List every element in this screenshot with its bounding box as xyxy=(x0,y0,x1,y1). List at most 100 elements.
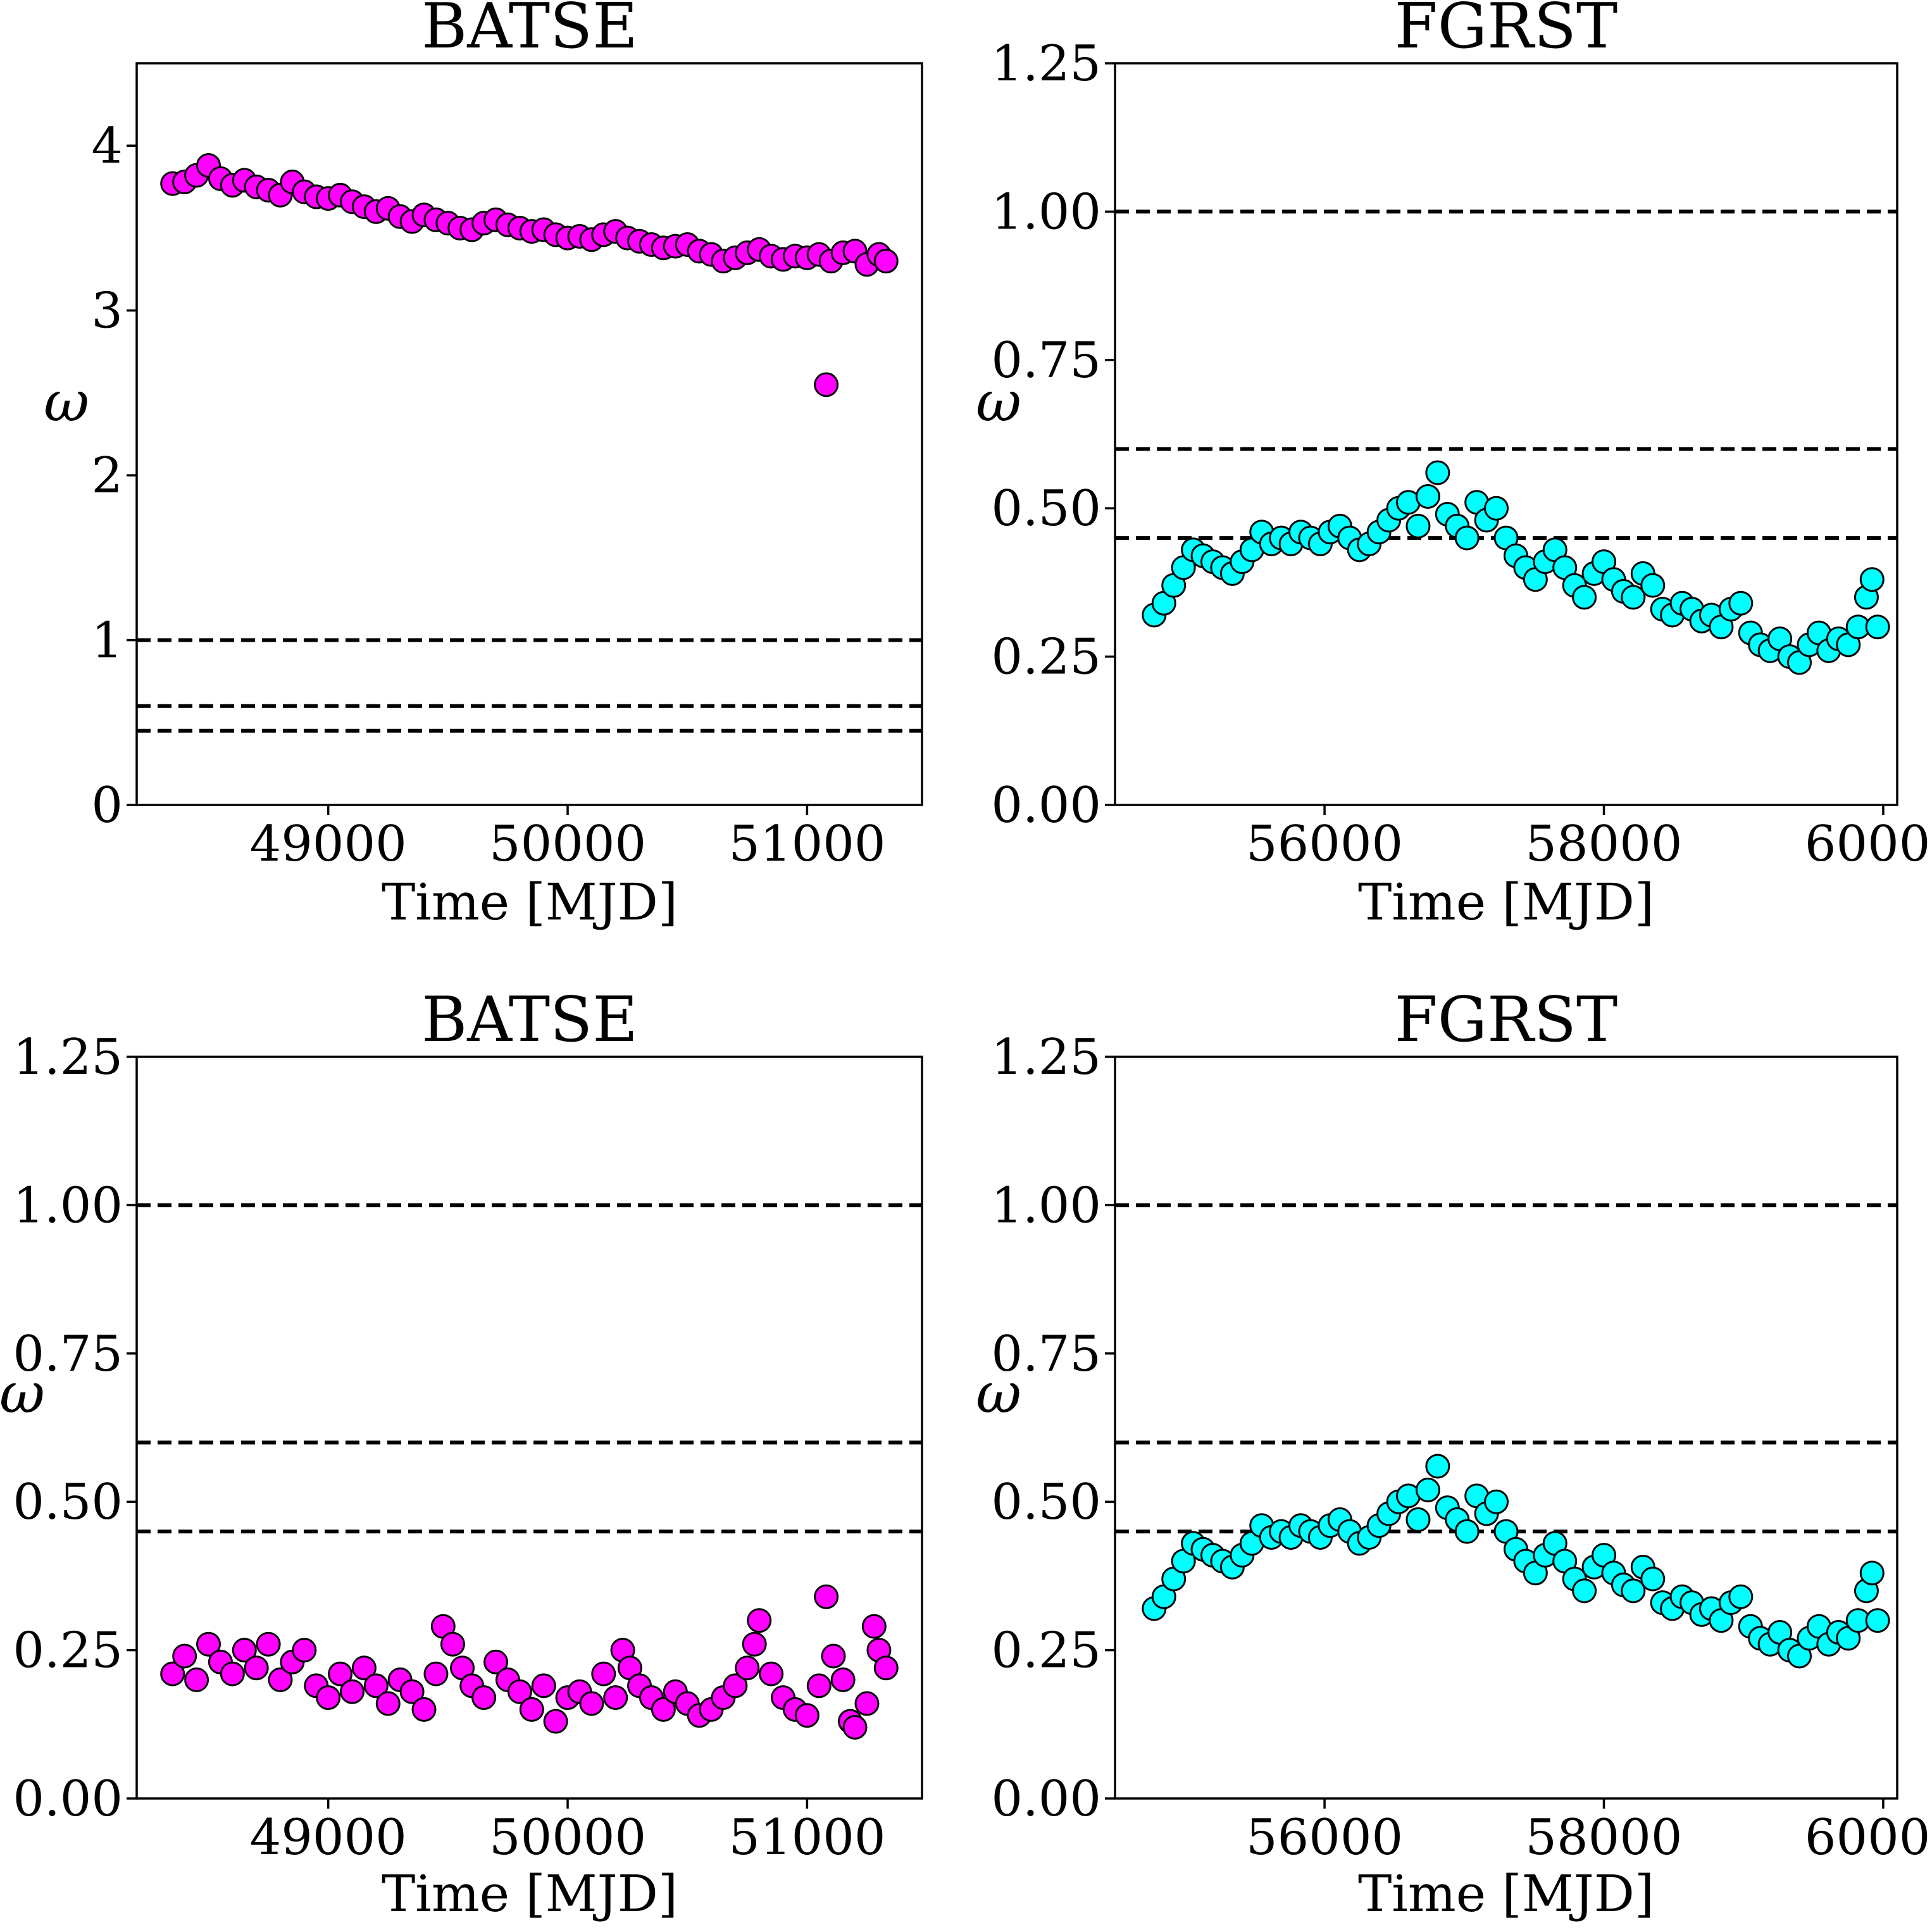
panel-title: FGRST xyxy=(1395,984,1618,1056)
x-axis-label: Time [MJD] xyxy=(382,1864,678,1923)
data-point xyxy=(1425,1454,1450,1479)
y-tick-label: 0.50 xyxy=(991,480,1101,537)
panel-title: BATSE xyxy=(421,0,637,63)
x-tick-label: 51000 xyxy=(728,816,885,873)
x-tick-label: 56000 xyxy=(1246,1809,1403,1866)
y-tick-label: 1.00 xyxy=(991,1177,1101,1234)
data-point xyxy=(1415,483,1440,509)
data-point xyxy=(1454,1519,1480,1544)
x-axis-label: Time [MJD] xyxy=(1358,1864,1654,1923)
y-tick-label: 0.00 xyxy=(991,1771,1101,1828)
data-point xyxy=(440,1631,465,1657)
y-tick-label: 0.50 xyxy=(991,1474,1101,1531)
y-tick-label: 0.75 xyxy=(991,332,1101,389)
plot-frame xyxy=(135,62,923,806)
data-point xyxy=(292,1638,317,1663)
data-point xyxy=(531,1673,556,1698)
data-point xyxy=(1572,585,1597,610)
data-point xyxy=(256,1631,281,1657)
y-axis-label: ω xyxy=(0,1361,45,1426)
data-point xyxy=(1454,525,1480,551)
data-points xyxy=(160,153,899,397)
data-point xyxy=(399,1679,425,1704)
data-point xyxy=(1405,1507,1431,1532)
data-point xyxy=(806,1673,832,1698)
x-tick-label: 49000 xyxy=(250,816,407,873)
data-point xyxy=(759,1661,784,1686)
data-point xyxy=(411,1697,437,1722)
data-point xyxy=(591,1661,616,1686)
data-point xyxy=(1621,1578,1646,1604)
reference-lines xyxy=(1115,209,1897,540)
data-point xyxy=(316,1685,341,1711)
y-tick-label: 1.25 xyxy=(991,35,1101,92)
data-point xyxy=(232,1638,257,1663)
data-point xyxy=(220,1661,245,1686)
y-tick-label: 0.00 xyxy=(991,777,1101,834)
data-points xyxy=(1142,460,1890,675)
data-point xyxy=(842,1714,868,1740)
data-point xyxy=(160,1661,185,1686)
x-tick-label: 50000 xyxy=(489,816,646,873)
data-point xyxy=(351,1655,377,1681)
data-points xyxy=(160,1584,899,1740)
y-tick-label: 2 xyxy=(91,447,123,504)
y-axis-label: ω xyxy=(976,369,1021,434)
y-tick-label: 0.25 xyxy=(13,1623,123,1680)
y-tick-label: 1.00 xyxy=(991,184,1101,240)
data-point xyxy=(1865,614,1890,640)
x-tick-label: 58000 xyxy=(1525,816,1682,873)
data-point xyxy=(375,1691,401,1716)
y-tick-label: 0.25 xyxy=(991,1623,1101,1680)
y-tick-label: 0.50 xyxy=(13,1474,123,1531)
data-point xyxy=(830,1667,856,1692)
data-point xyxy=(735,1655,760,1681)
data-point xyxy=(747,1608,772,1633)
plot-frame xyxy=(135,1056,923,1800)
data-point xyxy=(268,1667,293,1692)
panel-batse-bottom: BATSE ω Time [MJD] 49000 50000 51000 0.00 0.… xyxy=(0,984,923,1923)
data-point xyxy=(1621,585,1646,610)
y-tick-label: 1.25 xyxy=(991,1029,1101,1086)
x-tick-label: 51000 xyxy=(728,1809,885,1866)
y-tick-label: 1 xyxy=(91,613,123,670)
data-point xyxy=(1859,1561,1885,1586)
data-point xyxy=(172,1643,197,1669)
x-tick-label: 49000 xyxy=(250,1809,407,1866)
data-point xyxy=(651,1697,676,1722)
data-point xyxy=(861,1614,887,1639)
y-axis-label: ω xyxy=(44,369,89,434)
data-point xyxy=(519,1697,544,1722)
x-tick-label: 50000 xyxy=(489,1809,646,1866)
x-axis-label: Time [MJD] xyxy=(1358,873,1654,932)
data-point xyxy=(1415,1477,1440,1502)
data-point xyxy=(184,1667,209,1692)
data-point xyxy=(1859,567,1885,592)
reference-lines xyxy=(1115,1203,1897,1534)
data-point xyxy=(794,1703,820,1728)
data-point xyxy=(1865,1608,1890,1633)
data-point xyxy=(1728,590,1754,616)
data-point xyxy=(1572,1578,1597,1604)
data-point xyxy=(873,1655,899,1681)
data-point xyxy=(821,1643,846,1669)
y-tick-label: 4 xyxy=(91,118,123,175)
plot-frame xyxy=(1114,1056,1898,1800)
data-point xyxy=(196,1631,221,1657)
axis-ticks: 49000 50000 51000 0.00 0.25 0.50 0.75 1.00 1.25 xyxy=(13,1029,885,1866)
data-point xyxy=(1484,1489,1509,1514)
x-tick-label: 56000 xyxy=(1246,816,1403,873)
panel-title: FGRST xyxy=(1395,0,1618,63)
y-tick-label: 1.25 xyxy=(13,1029,123,1086)
y-tick-label: 0.00 xyxy=(13,1771,123,1828)
reference-lines xyxy=(137,1203,922,1534)
y-tick-label: 1.00 xyxy=(13,1177,123,1234)
data-point xyxy=(328,1661,353,1686)
data-point xyxy=(723,1673,748,1698)
data-point xyxy=(814,1584,839,1609)
data-point xyxy=(742,1631,767,1657)
